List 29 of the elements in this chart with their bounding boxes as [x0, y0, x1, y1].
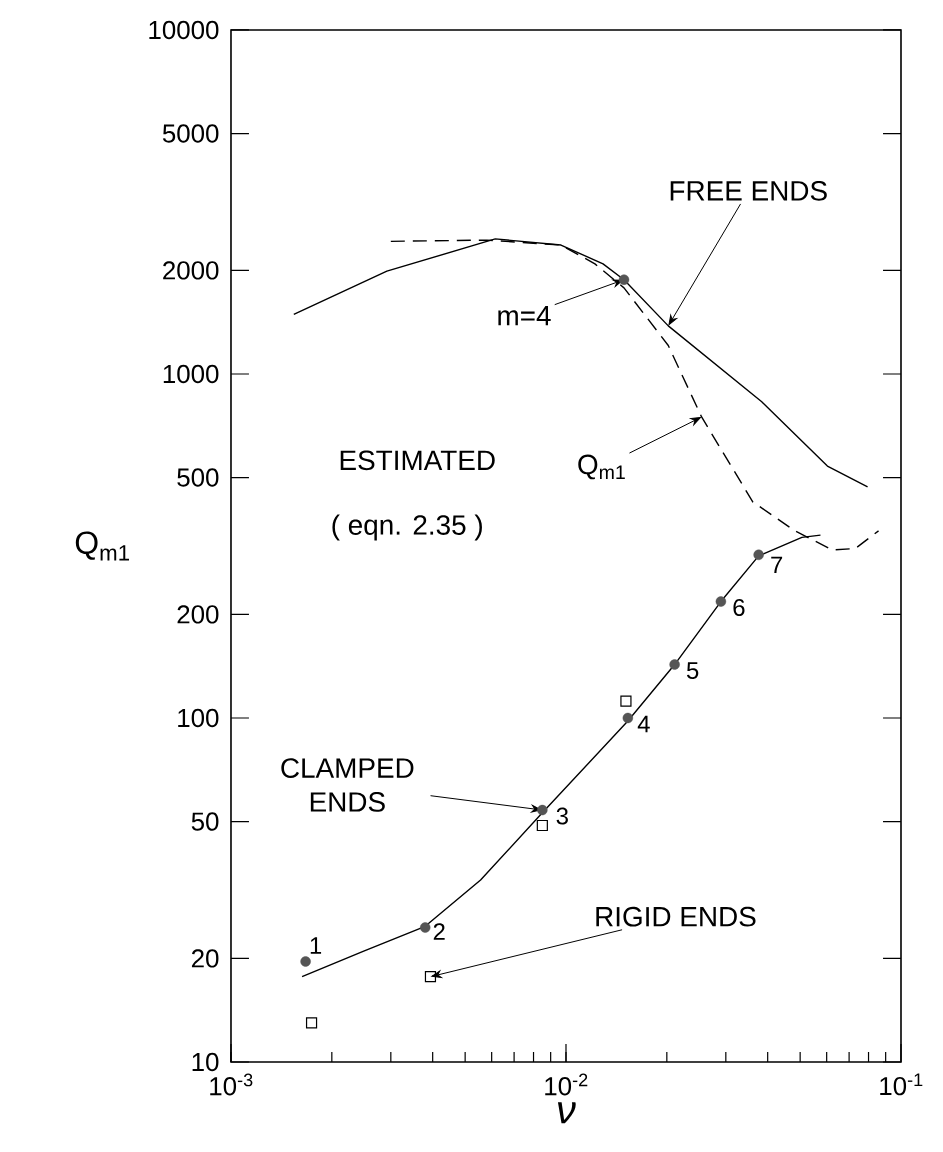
y-tick-label: 500 [177, 468, 219, 487]
annotation: 6 [733, 599, 745, 617]
annotation: 4 [637, 715, 650, 733]
y-tick-label: 10000 [149, 20, 219, 40]
y-tick-label: 10 [192, 1052, 219, 1072]
y-tick-label: 1000 [163, 364, 219, 384]
annotation: CLAMPED ENDS [281, 758, 414, 812]
x-tick-label: 10$^{-3}$ [210, 1073, 253, 1096]
annotation: 3 [556, 807, 568, 825]
annotation: ( eqn. 2.35 ) [332, 514, 482, 541]
annotation: ESTIMATED [340, 450, 495, 471]
y-tick-label: 20 [191, 949, 219, 968]
annotation: FREE ENDS [670, 180, 827, 201]
y-tick-label: 2000 [163, 261, 219, 280]
y-tick-label: 50 [191, 812, 219, 831]
annotation: 2 [433, 923, 445, 940]
annotation: m=4 [498, 306, 551, 326]
y-tick-label: 100 [178, 708, 219, 728]
annotation: Q$_{m1}$ [578, 454, 625, 480]
annotation: 7 [771, 556, 783, 574]
y-axis-title: Q$_{m1}$ [75, 531, 129, 561]
x-axis-title: ν [557, 1102, 576, 1124]
annotation: 1 [310, 937, 322, 954]
x-tick-label: 10$^{-2}$ [545, 1073, 588, 1096]
annotation: 5 [686, 662, 699, 679]
y-tick-label: 200 [177, 605, 219, 624]
x-tick-label: 10$^{-1}$ [880, 1073, 923, 1096]
y-tick-label: 5000 [162, 124, 219, 143]
annotation: RIGID ENDS [596, 906, 756, 927]
